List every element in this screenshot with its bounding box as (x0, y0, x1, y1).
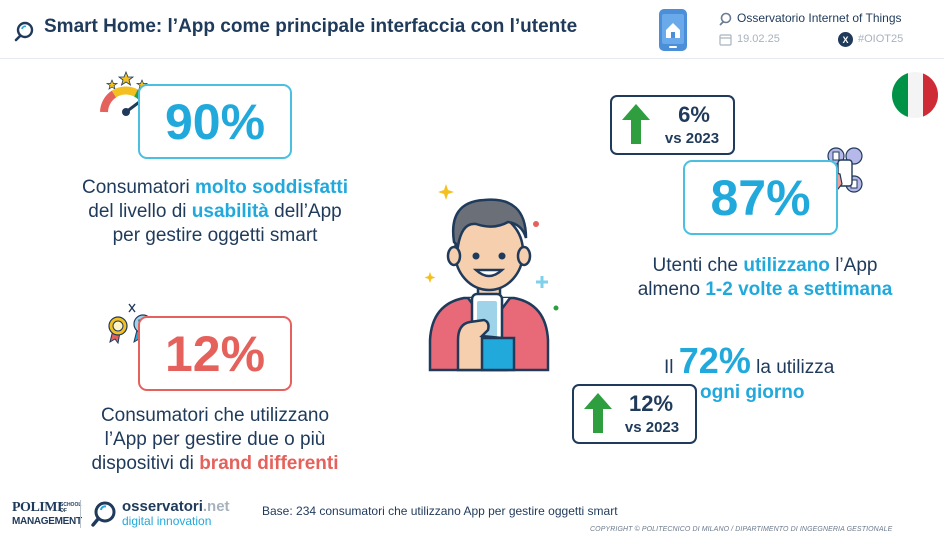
desc-text: Utenti che (652, 255, 744, 276)
daily-statement: Il 72% la utilizza (664, 340, 834, 382)
observatory-name: Osservatorio Internet of Things (737, 11, 902, 25)
arrow-up-icon (622, 104, 650, 144)
weekly-percentage: 87% (683, 160, 838, 235)
desc-highlight: molto soddisfatti (194, 177, 349, 198)
base-note: Base: 234 consumatori che utilizzano App… (262, 504, 618, 518)
event-date: 19.02.25 (737, 33, 780, 45)
osservatori-logo: osservatori.net digital innovation (122, 498, 230, 528)
person-phone-illustration (424, 184, 559, 372)
desc-text: almeno (637, 279, 706, 300)
satisfied-description: Consumatori molto soddisfatti del livell… (40, 176, 390, 248)
desc-text: per gestire oggetti smart (112, 225, 318, 246)
daily-percentage: 72% (678, 340, 751, 381)
desc-highlight: usabilità (191, 201, 269, 222)
desc-text: Consumatori (81, 177, 195, 198)
weekly-trend-ref: vs 2023 (664, 130, 720, 147)
desc-text: Consumatori che utilizzano (100, 405, 330, 426)
hashtag[interactable]: #OIOT25 (858, 33, 904, 45)
weekly-description: Utenti che utilizzano l’App almeno 1-2 v… (590, 254, 940, 302)
italy-flag-icon (892, 72, 938, 118)
desc-highlight: 1-2 volte a settimana (705, 279, 893, 300)
search-icon (14, 21, 34, 42)
desc-text: dell’App (268, 201, 342, 222)
copyright: COPYRIGHT © POLITECNICO DI MILANO / DIPA… (590, 526, 893, 533)
daily-highlight: ogni giorno (700, 382, 805, 403)
x-logo-icon[interactable]: X (838, 32, 853, 47)
arrow-up-icon (584, 393, 612, 433)
star-icon (117, 70, 135, 86)
search-icon (719, 12, 732, 26)
multi-brand-percentage: 12% (138, 316, 292, 391)
desc-text: dispositivi di (91, 453, 200, 474)
daily-trend-ref: vs 2023 (624, 419, 680, 436)
daily-trend-value: 12% (628, 391, 674, 416)
logo-divider (80, 500, 81, 528)
desc-text: l’App per gestire due o più (104, 429, 326, 450)
satisfied-percentage: 90% (138, 84, 292, 159)
header-divider (0, 58, 944, 59)
desc-text: l’App (829, 255, 878, 276)
weekly-trend-badge: 6% vs 2023 (610, 95, 735, 155)
polimi-logo: POLIMI SCHOOL OF MANAGEMENT (12, 500, 82, 527)
calendar-icon (719, 34, 732, 46)
desc-highlight: brand differenti (199, 453, 339, 474)
smartphone-home-icon (659, 9, 687, 51)
page-title: Smart Home: l’App come principale interf… (44, 16, 578, 37)
multi-brand-description: Consumatori che utilizzano l’App per ges… (40, 404, 390, 476)
desc-text: la utilizza (750, 357, 835, 378)
daily-trend-badge: 12% vs 2023 (572, 384, 697, 444)
weekly-trend-value: 6% (678, 102, 710, 127)
desc-highlight: utilizzano (743, 255, 830, 276)
osservatori-logo-icon (91, 501, 116, 527)
desc-text: del livello di (88, 201, 192, 222)
desc-text: Il (664, 357, 679, 378)
